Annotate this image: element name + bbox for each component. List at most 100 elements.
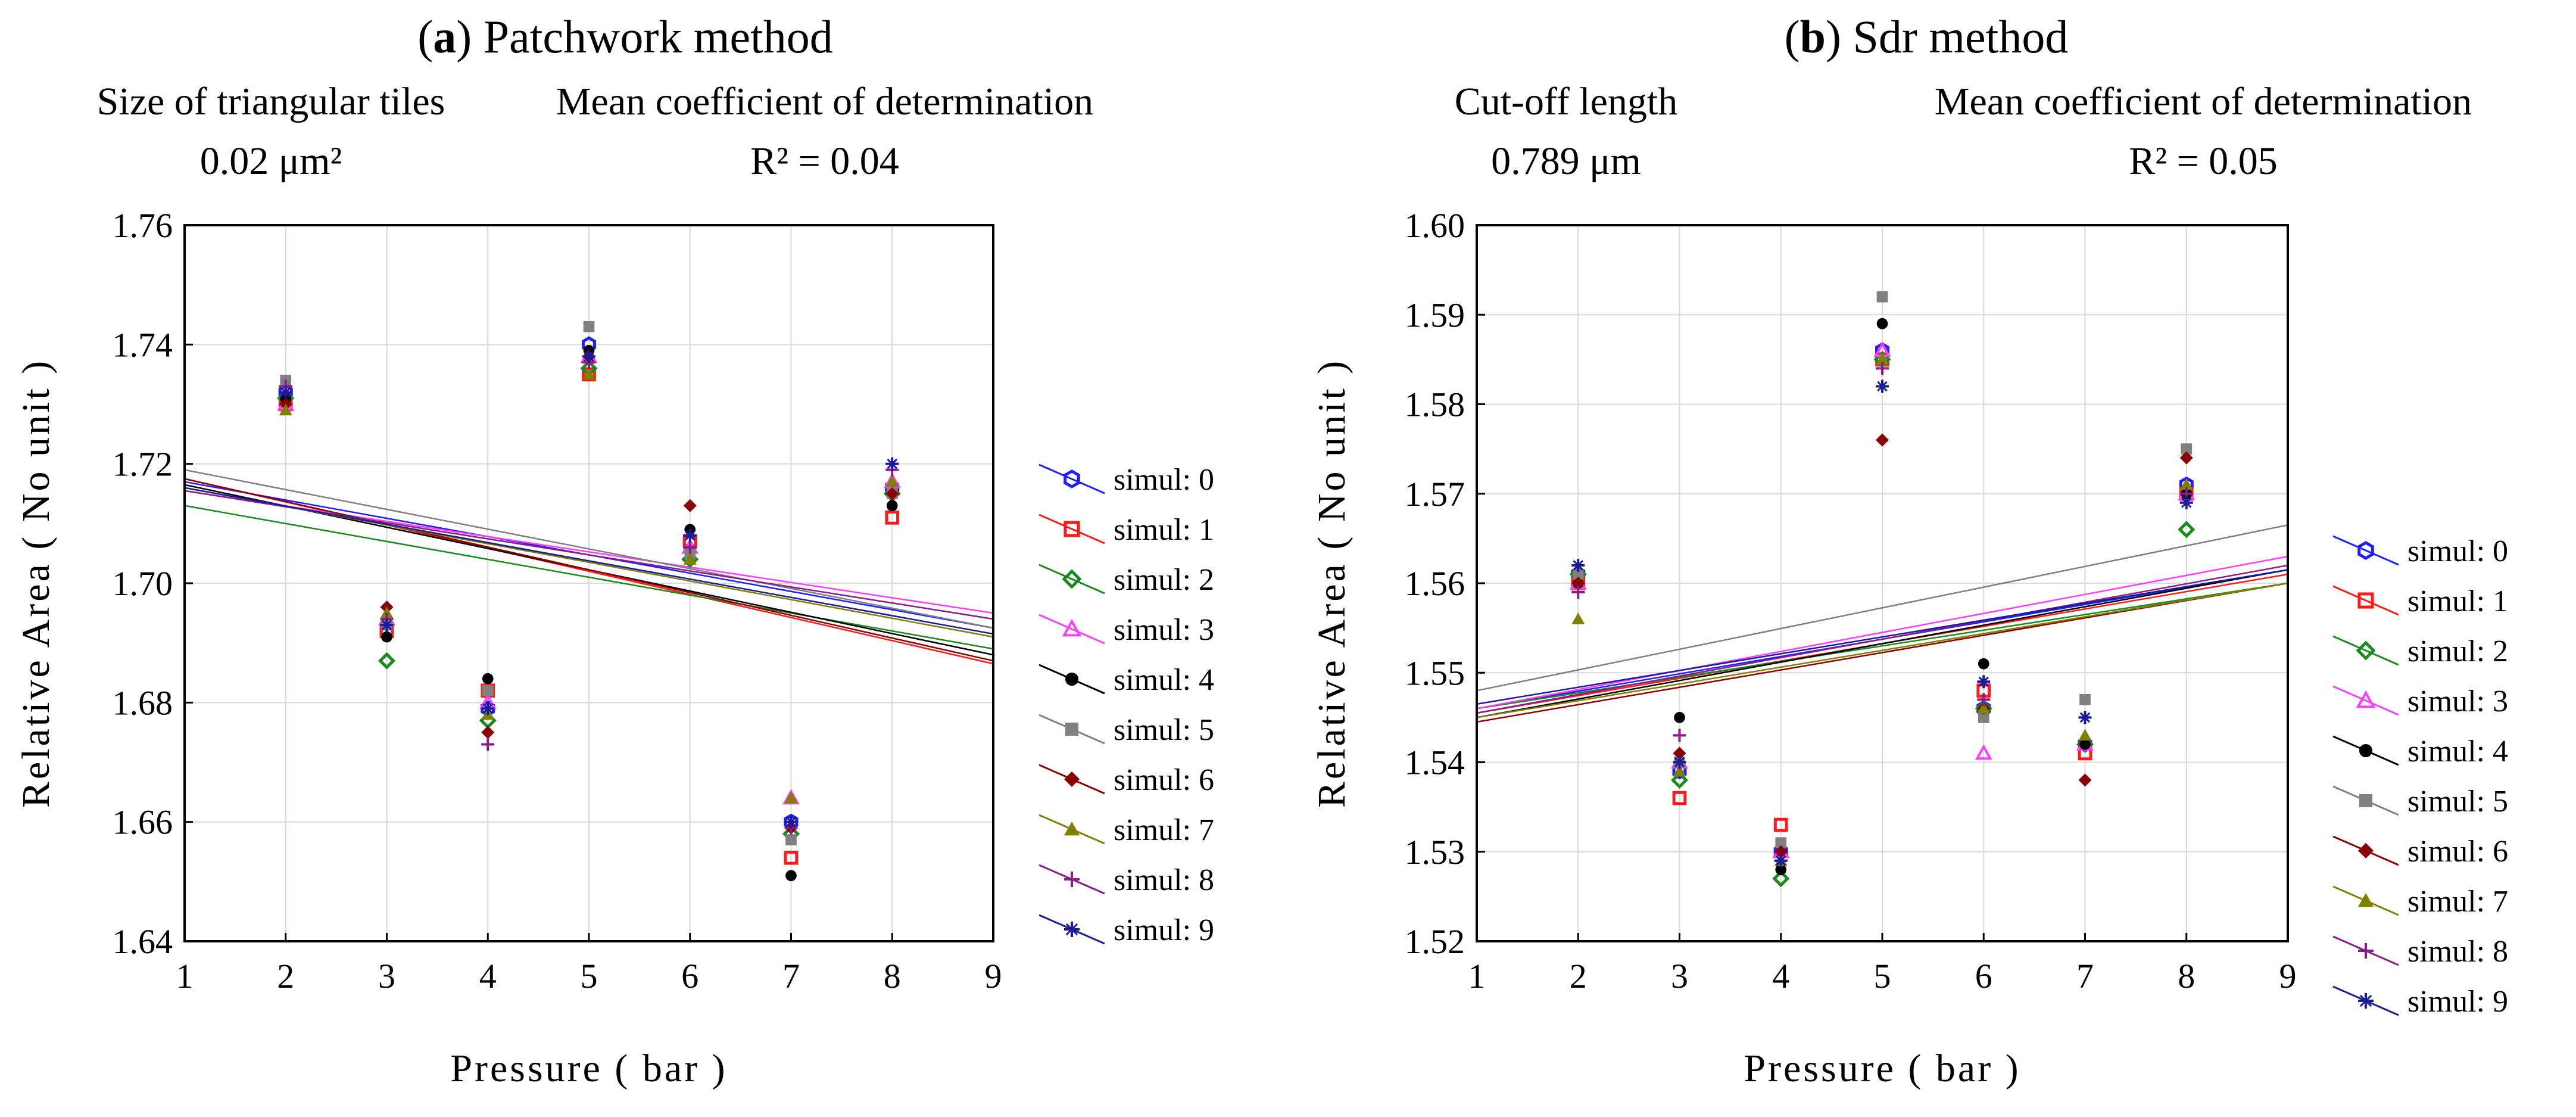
legend-line <box>2332 535 2399 566</box>
ticks: 1 2 3 4 5 6 7 8 9 1.64 1.66 1.68 1.70 1.72 1.74 1.76 <box>113 206 1002 995</box>
y-tick-label: 1.56 <box>1405 564 1465 603</box>
point-simul-8 <box>1673 729 1686 742</box>
legend-label: simul: 2 <box>1114 563 1214 597</box>
point-simul-7 <box>1977 702 1991 714</box>
legend-item-simul-6: simul: 6 <box>2332 835 2508 869</box>
trend-line-simul-8 <box>1477 564 2288 714</box>
y-tick-label: 1.58 <box>1405 385 1465 424</box>
y-tick-label: 1.54 <box>1405 743 1465 782</box>
point-simul-5 <box>1775 837 1787 849</box>
point-simul-9 <box>1977 675 1991 689</box>
y-tick-label: 1.60 <box>1405 206 1465 245</box>
legend-label: simul: 8 <box>1114 863 1214 897</box>
legend-marker <box>1064 771 1080 787</box>
legend-marker <box>1065 722 1079 736</box>
legend-item-simul-0: simul: 0 <box>2332 534 2508 568</box>
x-tick-label: 7 <box>782 957 800 995</box>
left-header-value: 0.789 μm <box>1491 139 1641 183</box>
point-simul-7 <box>2078 729 2092 741</box>
legend-label: simul: 4 <box>1114 663 1214 697</box>
point-simul-1 <box>885 510 900 525</box>
point-simul-5 <box>1572 568 1584 580</box>
x-tick-label: 2 <box>277 957 294 995</box>
point-simul-2 <box>1670 771 1689 789</box>
legend-marker <box>2358 893 2374 907</box>
trend-line-simul-7 <box>1477 582 2288 718</box>
point-simul-8 <box>1977 693 1991 707</box>
legend-marker <box>1064 872 1080 887</box>
point-simul-9 <box>481 702 495 715</box>
point-simul-9 <box>1571 558 1585 572</box>
point-simul-9 <box>784 815 798 829</box>
point-simul-8 <box>683 540 697 554</box>
legend-item-simul-4: simul: 4 <box>1038 663 1214 697</box>
point-simul-7 <box>1673 764 1686 777</box>
point-simul-4 <box>785 870 797 882</box>
legend-item-simul-8: simul: 8 <box>2332 935 2508 969</box>
y-tick-label: 1.55 <box>1405 654 1465 692</box>
legend-line <box>2332 635 2399 666</box>
trend-line-simul-9 <box>1477 569 2288 705</box>
point-simul-7 <box>683 552 697 565</box>
data-points <box>277 321 901 882</box>
legend: simul: 0 simul: 1 simul: 2 simul: 3 simul: 4… <box>1038 463 1214 947</box>
trend-line-simul-9 <box>185 487 993 635</box>
point-simul-7 <box>380 606 394 618</box>
point-simul-6 <box>885 487 899 500</box>
plot-frame <box>1476 224 2289 942</box>
legend-item-simul-2: simul: 2 <box>2332 634 2508 668</box>
point-simul-4 <box>1978 658 1989 670</box>
legend-marker <box>2356 690 2376 708</box>
y-tick-label: 1.70 <box>113 564 173 603</box>
panel-letter: b <box>1800 11 1826 63</box>
point-simul-5 <box>1978 712 1989 723</box>
left-header-label: Cut-off length <box>1455 80 1678 123</box>
legend-label: simul: 0 <box>2407 534 2508 568</box>
legend-label: simul: 5 <box>1114 713 1214 747</box>
x-tick-label: 5 <box>1874 957 1891 995</box>
point-simul-9 <box>582 350 595 363</box>
legend-marker <box>2359 794 2373 808</box>
point-simul-7 <box>784 791 798 804</box>
left-header-label: Size of triangular tiles <box>97 80 445 123</box>
legend-item-simul-0: simul: 0 <box>1038 463 1214 497</box>
point-simul-9 <box>1774 854 1788 867</box>
point-simul-2 <box>378 652 396 670</box>
legend-marker <box>2357 541 2374 560</box>
y-tick-label: 1.72 <box>113 445 173 484</box>
left-header-value: 0.02 μm² <box>200 139 342 183</box>
panel-letter: a <box>433 11 456 63</box>
point-simul-6 <box>2078 773 2092 787</box>
x-tick-label: 3 <box>1671 957 1688 995</box>
x-tick-label: 3 <box>378 957 395 995</box>
x-tick-label: 7 <box>2076 957 2094 995</box>
legend-marker <box>1062 569 1082 589</box>
x-tick-label: 4 <box>1772 957 1789 995</box>
legend-label: simul: 8 <box>2407 935 2508 969</box>
series-simul-9 <box>279 350 899 829</box>
point-simul-6 <box>683 499 697 512</box>
legend-marker <box>2358 843 2374 858</box>
y-tick-label: 1.57 <box>1405 475 1465 514</box>
legend-label: simul: 2 <box>2407 634 2508 668</box>
point-simul-9 <box>1876 379 1889 393</box>
x-tick-label: 9 <box>2279 957 2297 995</box>
point-simul-7 <box>2179 478 2193 490</box>
point-simul-4 <box>381 631 392 643</box>
plot-frame <box>183 224 994 942</box>
legend-label: simul: 1 <box>2407 584 2508 618</box>
legend-item-simul-4: simul: 4 <box>2332 735 2508 768</box>
legend-line <box>1038 463 1105 494</box>
point-simul-7 <box>885 475 899 487</box>
legend-marker <box>1064 521 1080 537</box>
data-points <box>1569 291 2195 888</box>
point-simul-9 <box>885 457 899 471</box>
legend-line <box>1038 614 1105 645</box>
panel-title: (a) Patchwork method <box>417 11 833 63</box>
legend-marker <box>2358 943 2374 959</box>
point-simul-9 <box>279 385 292 399</box>
point-simul-5 <box>785 834 797 846</box>
x-axis-label: Pressure ( bar ) <box>1744 1047 2020 1090</box>
legend-marker <box>2359 743 2373 758</box>
legend-marker <box>2358 993 2374 1009</box>
